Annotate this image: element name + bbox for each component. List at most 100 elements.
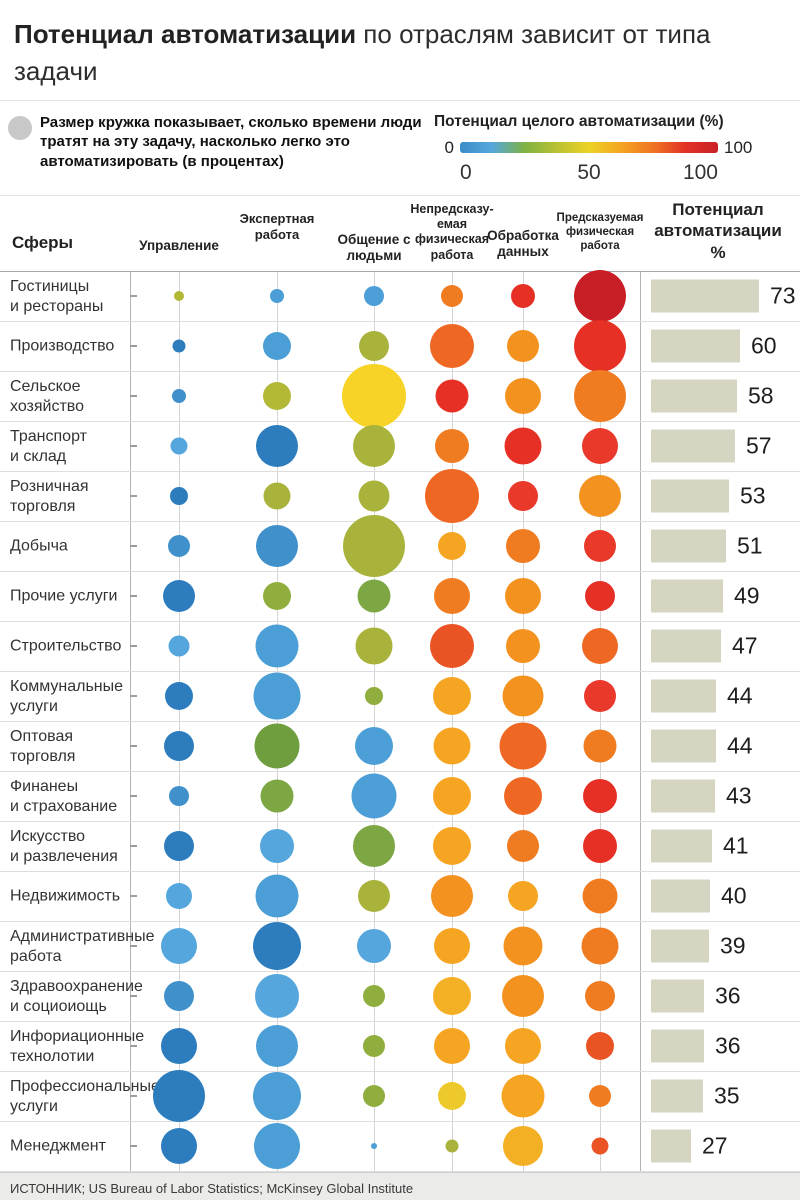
- scale-min-label: 0: [444, 137, 454, 157]
- table-row: Инфориационные технолотии 36: [0, 1022, 800, 1072]
- bubble: [165, 682, 193, 711]
- bubble: [505, 578, 541, 615]
- bubble: [433, 727, 471, 765]
- bubble: [355, 727, 393, 766]
- row-tick: [130, 445, 137, 448]
- row-tick: [130, 795, 137, 798]
- axis-tick-50: 50: [577, 160, 601, 184]
- column-guide-line: [600, 271, 601, 1172]
- potential-bar: [651, 479, 729, 513]
- table-row: Профессиональные услуги 35: [0, 1070, 800, 1123]
- bubble: [503, 1126, 543, 1167]
- bubble: [260, 829, 294, 864]
- bubble: [342, 364, 406, 429]
- panel-separator-line: [640, 271, 641, 1172]
- bubble: [502, 675, 544, 717]
- potential-value: 40: [721, 882, 747, 909]
- bubble: [358, 480, 390, 512]
- potential-value: 47: [732, 632, 758, 659]
- bubble: [585, 581, 615, 612]
- column-header-data-processing: Обработка данных: [487, 227, 559, 260]
- bubble: [508, 881, 538, 912]
- industry-label: Производство: [10, 337, 115, 355]
- potential-bar: [651, 929, 709, 963]
- bubble: [263, 482, 291, 510]
- row-tick: [130, 545, 137, 548]
- potential-value: 41: [723, 832, 749, 859]
- potential-value: 60: [751, 332, 777, 359]
- bubble: [434, 578, 470, 615]
- bubble: [574, 370, 626, 423]
- potential-bar: [651, 829, 712, 863]
- bubble: [256, 425, 298, 468]
- title-block: Потенциал автоматизации по отраслям зави…: [0, 0, 800, 101]
- bubble: [434, 1028, 470, 1065]
- bubble: [433, 827, 471, 866]
- potential-bar: [651, 679, 716, 713]
- column-header-unpredictable-physical: Непредсказу- емая физическая работа: [410, 201, 494, 262]
- potential-value: 73: [770, 282, 796, 309]
- circle-icon: [8, 115, 32, 140]
- bubble: [168, 535, 190, 558]
- bubble: [582, 428, 618, 465]
- industry-label: Финанеы и страхование: [10, 778, 118, 815]
- row-tick: [130, 695, 137, 698]
- bubble: [438, 1082, 466, 1111]
- scale-max-label: 100: [724, 137, 753, 157]
- industry-label: Строительство: [10, 637, 122, 655]
- bubble: [505, 1028, 541, 1065]
- bubble-size-legend: Размер кружка показывает, сколько времен…: [8, 113, 428, 187]
- potential-value: 43: [726, 782, 752, 809]
- column-header-management: Управление: [139, 238, 219, 254]
- bubble: [254, 723, 300, 769]
- row-tick: [130, 995, 137, 998]
- color-scale-row: 0 100: [434, 138, 782, 158]
- industry-label: Добыча: [10, 537, 68, 555]
- bubble: [505, 378, 541, 415]
- bubble: [364, 286, 384, 307]
- bubble: [161, 928, 197, 965]
- bubble: [263, 582, 291, 611]
- bubble: [584, 680, 616, 713]
- bubble: [586, 1032, 614, 1061]
- table-row: Транспорт и склад 57: [0, 422, 800, 472]
- potential-value: 44: [727, 732, 753, 759]
- industry-label: Недвижимость: [10, 887, 121, 905]
- bubble: [365, 687, 383, 706]
- bubble: [169, 786, 189, 807]
- bubble: [503, 926, 543, 966]
- color-scale-bar: [460, 142, 718, 154]
- potential-bar: [651, 529, 726, 563]
- industry-label: Оптовая торговля: [10, 728, 76, 765]
- row-tick: [130, 845, 137, 848]
- bubble: [511, 284, 535, 309]
- column-guide-line: [179, 271, 180, 1172]
- potential-value: 58: [748, 382, 774, 409]
- bubble: [430, 324, 474, 369]
- bubble: [501, 1074, 545, 1118]
- bubble: [583, 829, 617, 864]
- bubble: [164, 981, 194, 1012]
- bubble: [583, 779, 617, 814]
- bubble: [270, 289, 284, 304]
- bubble: [161, 1028, 197, 1065]
- table-row: Гостиницы и рестораны 73: [0, 270, 800, 323]
- bubble: [353, 425, 395, 468]
- row-tick: [130, 1045, 137, 1048]
- bubble: [153, 1070, 205, 1123]
- table-row: Сельское хозяйство 58: [0, 364, 800, 429]
- bubble: [168, 635, 190, 657]
- bubble: [172, 389, 186, 404]
- bubble: [507, 330, 539, 363]
- column-header-predictable-physical: Предсказуемая физическая работа: [556, 211, 644, 252]
- bubble: [351, 773, 397, 819]
- potential-value: 39: [720, 932, 746, 959]
- table-row: Искусство и развлечения 41: [0, 822, 800, 872]
- bubble: [433, 677, 471, 716]
- bubble: [174, 291, 184, 302]
- bubble: [166, 883, 192, 910]
- bubble: [254, 1123, 300, 1170]
- potential-bar: [651, 1029, 704, 1063]
- bubble: [161, 1128, 197, 1165]
